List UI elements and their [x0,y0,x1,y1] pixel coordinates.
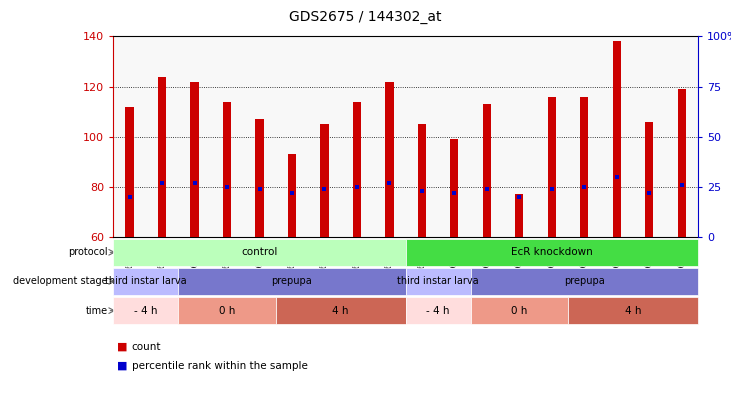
Text: count: count [132,342,161,352]
Bar [288,154,296,237]
Text: prepupa: prepupa [564,277,605,286]
Text: development stage: development stage [13,277,107,286]
Text: time: time [86,306,107,315]
Text: prepupa: prepupa [272,277,312,286]
Text: 0 h: 0 h [511,306,528,315]
Bar [613,41,621,237]
Bar [353,102,361,237]
Text: - 4 h: - 4 h [426,306,450,315]
Text: 0 h: 0 h [219,306,235,315]
Text: GDS2675 / 144302_at: GDS2675 / 144302_at [289,10,442,24]
Text: ■: ■ [117,361,127,371]
Text: control: control [241,247,278,257]
Text: 4 h: 4 h [333,306,349,315]
Text: ■: ■ [117,342,127,352]
Text: third instar larva: third instar larva [105,277,186,286]
Bar [255,119,264,237]
Text: EcR knockdown: EcR knockdown [511,247,593,257]
Bar [126,107,134,237]
Bar [548,96,556,237]
Bar [223,102,231,237]
Bar [483,104,491,237]
Bar [320,124,328,237]
Bar [385,81,393,237]
Text: protocol: protocol [68,247,107,257]
Bar [645,122,654,237]
Bar [515,194,523,237]
Bar [158,77,166,237]
Text: third instar larva: third instar larva [398,277,479,286]
Bar [191,81,199,237]
Text: 4 h: 4 h [625,306,641,315]
Text: percentile rank within the sample: percentile rank within the sample [132,361,308,371]
Bar [580,96,588,237]
Bar [678,89,686,237]
Bar [418,124,426,237]
Text: - 4 h: - 4 h [134,306,158,315]
Bar [450,139,458,237]
